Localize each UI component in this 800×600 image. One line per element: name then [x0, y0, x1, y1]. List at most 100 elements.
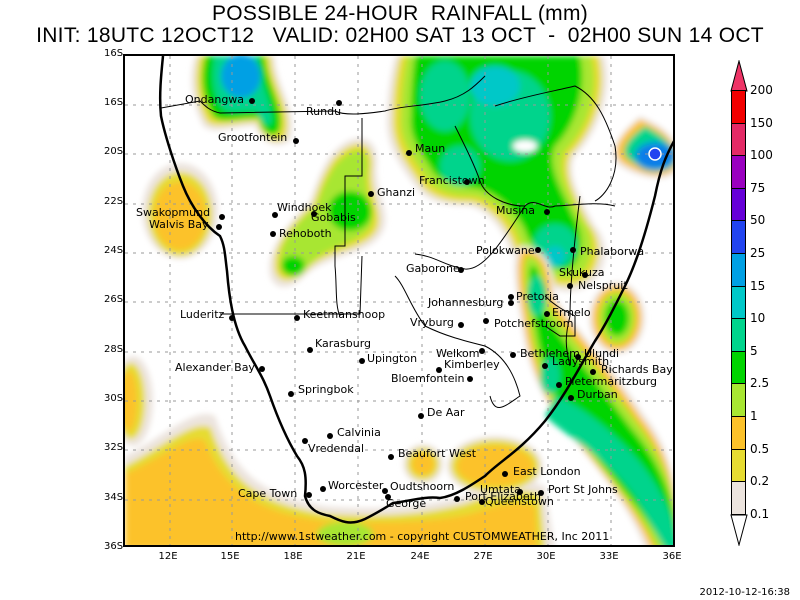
coastline: [158, 56, 673, 524]
city-label: Johannesburg: [428, 296, 504, 309]
y-axis-label: 34S: [104, 492, 124, 503]
city-dot-icon: [510, 352, 516, 358]
legend-swatch: [731, 220, 746, 254]
city-dot-icon: [556, 382, 562, 388]
chart-title: POSSIBLE 24-HOUR RAINFALL (mm): [211, 2, 589, 25]
city-label: Luderitz: [180, 308, 225, 321]
city-dot-icon: [454, 496, 460, 502]
city-dot-icon: [508, 294, 514, 300]
city-dot-icon: [508, 300, 514, 306]
city-dot-icon: [294, 315, 300, 321]
legend-swatch: [731, 481, 746, 515]
city-dot-icon: [259, 366, 265, 372]
storm-centre: [648, 147, 662, 161]
city-label: Bethlehem: [520, 347, 580, 360]
city-label: Pietermaritzburg: [565, 375, 658, 388]
y-axis-label: 20S: [104, 146, 124, 157]
city-label: Pretoria: [516, 290, 559, 303]
city-dot-icon: [544, 209, 550, 215]
legend-swatch: [731, 253, 746, 287]
city-label: Musina: [496, 204, 535, 217]
x-axis-label: 36E: [662, 551, 682, 562]
legend-label: 15: [750, 278, 766, 293]
city-label: Gaborone: [406, 262, 460, 275]
city-dot-icon: [568, 395, 574, 401]
city-dot-icon: [542, 363, 548, 369]
city-label: Nelspruit: [578, 279, 628, 292]
city-label: Phalaborwa: [580, 245, 645, 258]
city-label: Welkom: [436, 347, 480, 360]
y-axis-label: 16S: [104, 97, 124, 108]
city-dot-icon: [483, 318, 489, 324]
city-label: Queenstown: [485, 495, 554, 508]
city-dot-icon: [288, 391, 294, 397]
city-dot-icon: [406, 150, 412, 156]
y-axis-label: 22S: [104, 196, 124, 207]
city-dot-icon: [464, 179, 470, 185]
city-label: Springbok: [298, 383, 354, 396]
city-dot-icon: [418, 413, 424, 419]
legend-label: 50: [750, 213, 766, 228]
city-dot-icon: [311, 211, 317, 217]
city-label: Port Elizabeth: [465, 490, 541, 503]
city-dot-icon: [502, 471, 508, 477]
legend-label: 0.1: [750, 506, 770, 521]
y-axis-label: 26S: [104, 294, 124, 305]
city-label: Calvinia: [337, 426, 381, 439]
city-dot-icon: [359, 358, 365, 364]
y-axis-label: 30S: [104, 393, 124, 404]
city-dot-icon: [590, 369, 596, 375]
legend-label: 2.5: [750, 376, 770, 391]
y-axis-label: 28S: [104, 344, 124, 355]
rainfall-map[interactable]: Ondangwa Rundu Grootfontein Maun Francistown…: [123, 54, 675, 547]
gridlines: [125, 56, 673, 545]
city-label: Maun: [415, 142, 446, 155]
y-axis-label: 32S: [104, 442, 124, 453]
legend-label: 150: [750, 115, 773, 130]
x-axis-label: 24E: [410, 551, 430, 562]
legend-swatch: [731, 187, 746, 222]
city-label: Worcester: [328, 479, 384, 492]
city-dot-icon: [307, 347, 313, 353]
y-axis-label: 24S: [104, 245, 124, 256]
city-label: Oudtshoorn: [390, 480, 455, 493]
city-dot-icon: [479, 499, 485, 505]
city-dot-icon: [538, 490, 544, 496]
city-dot-icon: [458, 322, 464, 328]
city-label: Grootfontein: [218, 131, 288, 144]
x-axis-label: 33E: [599, 551, 619, 562]
city-label: Rehoboth: [279, 227, 332, 240]
city-label: Port St Johns: [548, 483, 618, 496]
legend-label: 75: [750, 180, 766, 195]
city-label: Durban: [577, 388, 618, 401]
city-label: Umtata: [480, 483, 521, 496]
legend-swatch: [731, 90, 746, 124]
legend-label: 0.5: [750, 441, 770, 456]
city-dot-icon: [272, 212, 278, 218]
legend-swatch: [731, 350, 746, 385]
city-label: Walvis Bay: [149, 218, 209, 231]
city-label: Rundu: [306, 105, 342, 118]
city-label: Vredendal: [308, 442, 365, 455]
city-label: Swakopmund: [136, 206, 211, 219]
city-label: Ondangwa: [185, 93, 245, 106]
city-label: Ulundi: [584, 347, 620, 360]
x-axis-label: 27E: [473, 551, 493, 562]
city-dot-icon: [382, 488, 388, 494]
city-label: Skukuza: [559, 266, 605, 279]
city-label: East London: [513, 465, 581, 478]
city-label: Vryburg: [410, 316, 454, 329]
city-dot-icon: [436, 367, 442, 373]
city-label: Alexander Bay: [175, 361, 255, 374]
city-label: George: [386, 497, 427, 510]
legend-swatch: [731, 122, 746, 157]
x-axis-label: 12E: [158, 551, 178, 562]
city-label: Gobabis: [311, 211, 356, 224]
city-label: Francistown: [419, 174, 485, 187]
city-dot-icon: [249, 98, 255, 104]
legend-label: 1: [750, 409, 758, 423]
legend-swatch: [731, 155, 746, 189]
x-axis-label: 30E: [536, 551, 556, 562]
city-dot-icon: [320, 486, 326, 492]
timestamp: 2012-10-12-16:38: [699, 587, 790, 598]
